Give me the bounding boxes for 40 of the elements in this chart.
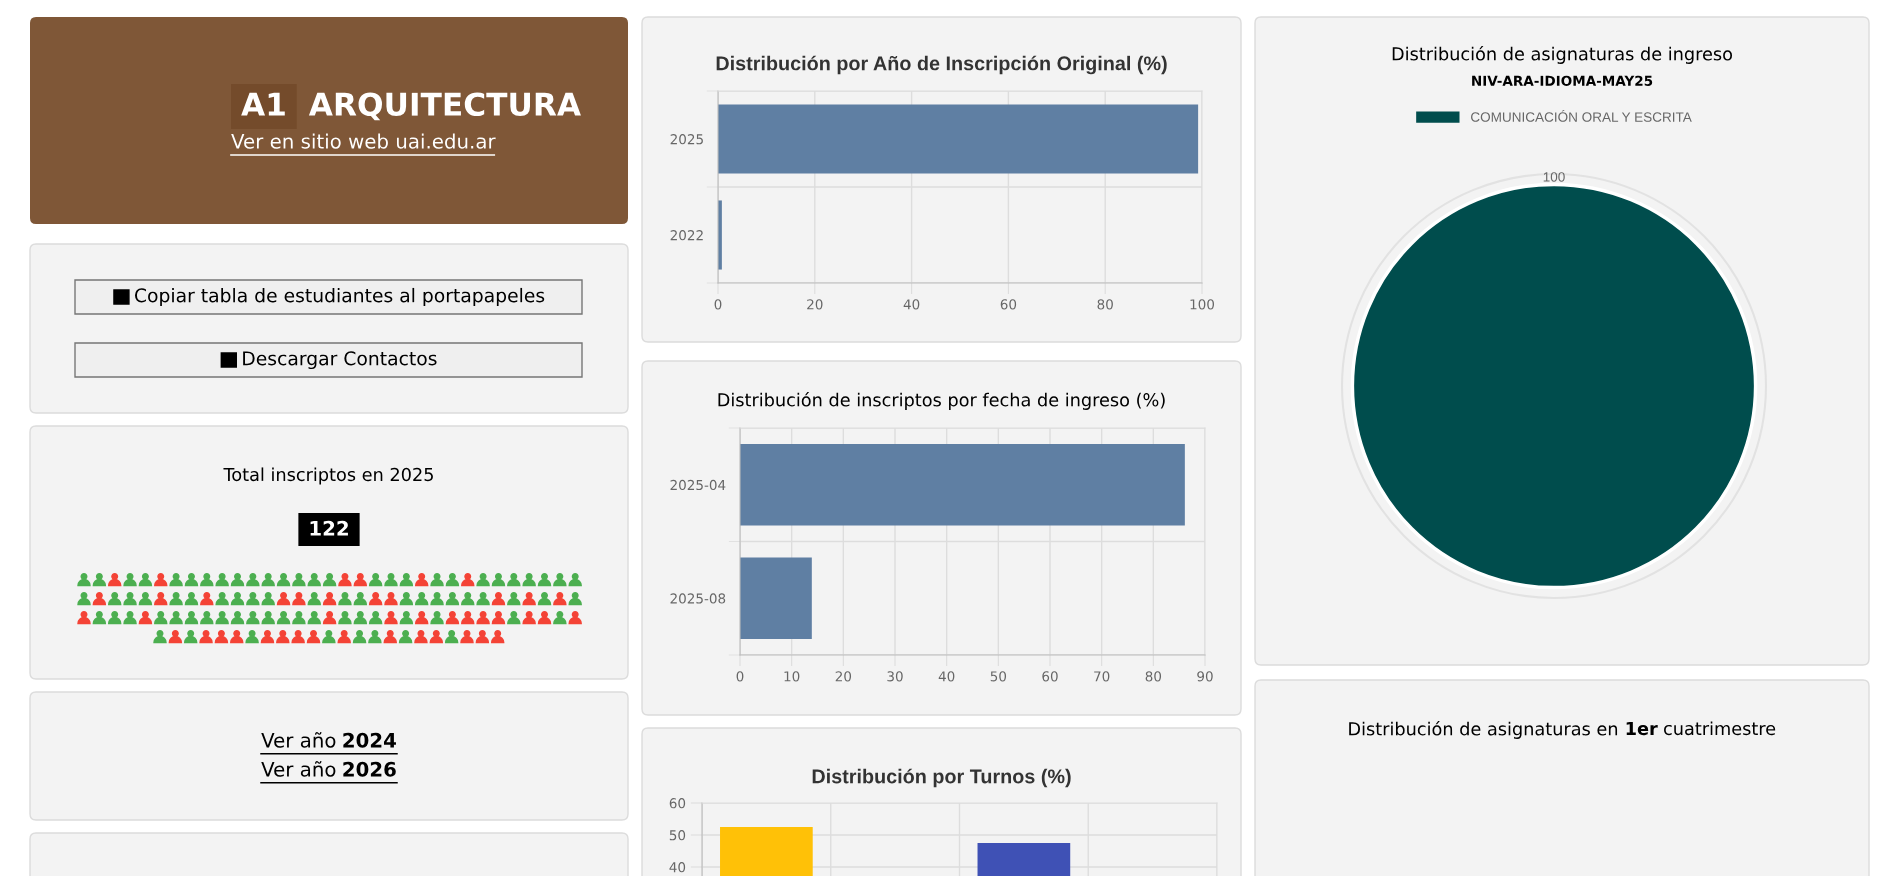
- text: A1: [241, 92, 285, 116]
- x-tick-label: 40: [903, 299, 920, 310]
- x-tick-label: 20: [807, 299, 823, 310]
- x-tick-label: 60: [1000, 299, 1017, 310]
- x-tick-label: 100: [1190, 299, 1215, 310]
- text: Ver año 2026: [261, 761, 396, 777]
- y-tick-label: 2025-04: [670, 479, 726, 491]
- x-tick-label: 40: [938, 671, 955, 682]
- x-tick-label: 80: [1145, 671, 1162, 682]
- text: Descargar Contactos: [243, 351, 437, 370]
- data-label: 100: [1543, 172, 1565, 182]
- chart-title: Distribución de inscriptos por fecha de ingreso (%): [718, 392, 1165, 410]
- chart-subtitle: NIV-ARA-IDIOMA-MAY25: [1472, 75, 1653, 86]
- text: Copiar tabla de estudiantes al portapapeles: [134, 287, 545, 307]
- chart-title: Distribución por Turnos (%): [812, 768, 1071, 788]
- x-tick-label: 30: [887, 671, 903, 682]
- x-tick-label: 10: [784, 671, 800, 682]
- y-tick-label: 60: [669, 798, 686, 809]
- x-tick-label: 60: [1042, 671, 1058, 682]
- y-tick-label: 40: [669, 862, 686, 873]
- text: Ver en sitio web uai.edu.ar: [231, 133, 496, 149]
- x-tick-label: 90: [1197, 671, 1213, 682]
- y-tick-label: 2025: [670, 134, 703, 145]
- x-tick-label: 70: [1094, 671, 1110, 682]
- text: ARQUITECTURA: [308, 92, 581, 121]
- text: 122: [310, 520, 348, 536]
- y-tick-label: 2025-08: [670, 593, 726, 604]
- x-tick-label: 0: [736, 671, 744, 682]
- y-tick-label: 2022: [670, 230, 703, 241]
- x-tick-label: 0: [714, 299, 722, 310]
- y-tick-label: 50: [669, 830, 686, 841]
- chart-title: Distribución de asignaturas de ingreso: [1392, 46, 1733, 64]
- chart-title: Distribución por Año de Inscripción Original (%): [716, 55, 1167, 75]
- text: Ver año 2024: [261, 732, 396, 748]
- text: Total inscriptos en 2025: [223, 467, 433, 485]
- text: Distribución de asignaturas en 1er cuatrimestre: [1349, 721, 1776, 739]
- legend-label: COMUNICACIÓN ORAL Y ESCRITA: [1471, 109, 1692, 122]
- x-tick-label: 50: [990, 671, 1007, 682]
- x-tick-label: 20: [835, 671, 852, 682]
- x-tick-label: 80: [1097, 299, 1113, 310]
